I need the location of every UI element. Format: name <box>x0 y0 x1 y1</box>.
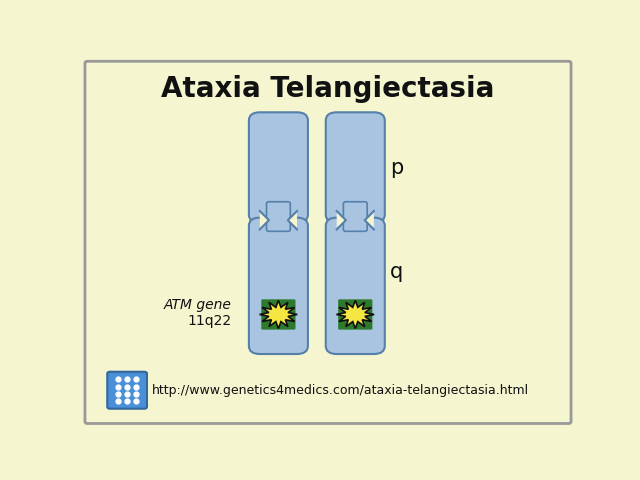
FancyBboxPatch shape <box>326 217 385 354</box>
Text: p: p <box>390 158 403 179</box>
Polygon shape <box>260 213 269 228</box>
FancyBboxPatch shape <box>108 372 147 409</box>
Polygon shape <box>365 213 374 228</box>
FancyBboxPatch shape <box>338 300 372 330</box>
FancyBboxPatch shape <box>85 61 571 423</box>
Polygon shape <box>260 300 297 328</box>
Text: Ataxia Telangiectasia: Ataxia Telangiectasia <box>161 75 495 103</box>
Text: http://www.genetics4medics.com/ataxia-telangiectasia.html: http://www.genetics4medics.com/ataxia-te… <box>152 384 529 397</box>
FancyBboxPatch shape <box>344 202 367 231</box>
FancyBboxPatch shape <box>261 300 296 330</box>
Polygon shape <box>337 213 346 228</box>
Text: ATM gene: ATM gene <box>163 298 231 312</box>
FancyBboxPatch shape <box>326 112 385 223</box>
Text: q: q <box>390 262 403 282</box>
FancyBboxPatch shape <box>249 112 308 223</box>
Polygon shape <box>288 213 297 228</box>
Polygon shape <box>337 300 374 328</box>
Text: 11q22: 11q22 <box>187 314 231 328</box>
FancyBboxPatch shape <box>249 217 308 354</box>
FancyBboxPatch shape <box>266 202 291 231</box>
